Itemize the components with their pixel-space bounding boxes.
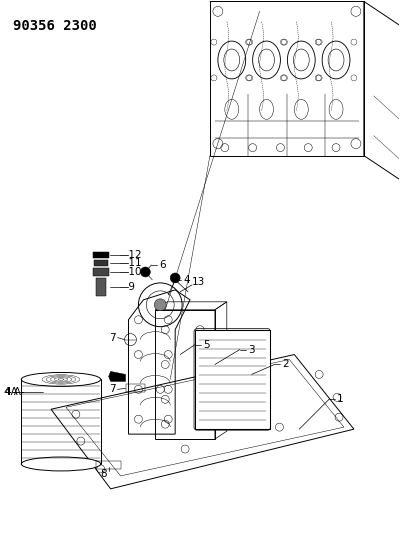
Circle shape: [154, 299, 166, 311]
Text: 7: 7: [109, 384, 115, 394]
Polygon shape: [195, 330, 270, 429]
Polygon shape: [96, 278, 106, 296]
Polygon shape: [109, 372, 126, 382]
Text: —11: —11: [118, 258, 142, 268]
Text: 90356 2300: 90356 2300: [13, 19, 97, 33]
Text: —12: —12: [118, 250, 142, 260]
Text: 5: 5: [203, 340, 210, 350]
Text: —9: —9: [118, 282, 136, 292]
Text: 4A: 4A: [4, 387, 18, 397]
Text: 6: 6: [159, 260, 166, 270]
Text: 8: 8: [101, 469, 107, 479]
Text: 3: 3: [248, 344, 254, 354]
Polygon shape: [93, 252, 109, 258]
Text: 2: 2: [282, 359, 289, 369]
Ellipse shape: [21, 373, 101, 386]
Text: 4: 4: [183, 275, 190, 285]
Circle shape: [140, 267, 150, 277]
Text: 4 A: 4 A: [4, 387, 21, 397]
Polygon shape: [93, 268, 109, 276]
Polygon shape: [94, 260, 108, 266]
Text: 13: 13: [192, 277, 205, 287]
Text: 1: 1: [337, 394, 344, 405]
Text: 7: 7: [109, 333, 115, 343]
Text: —10: —10: [118, 267, 142, 277]
Circle shape: [170, 273, 180, 283]
Ellipse shape: [21, 457, 101, 471]
